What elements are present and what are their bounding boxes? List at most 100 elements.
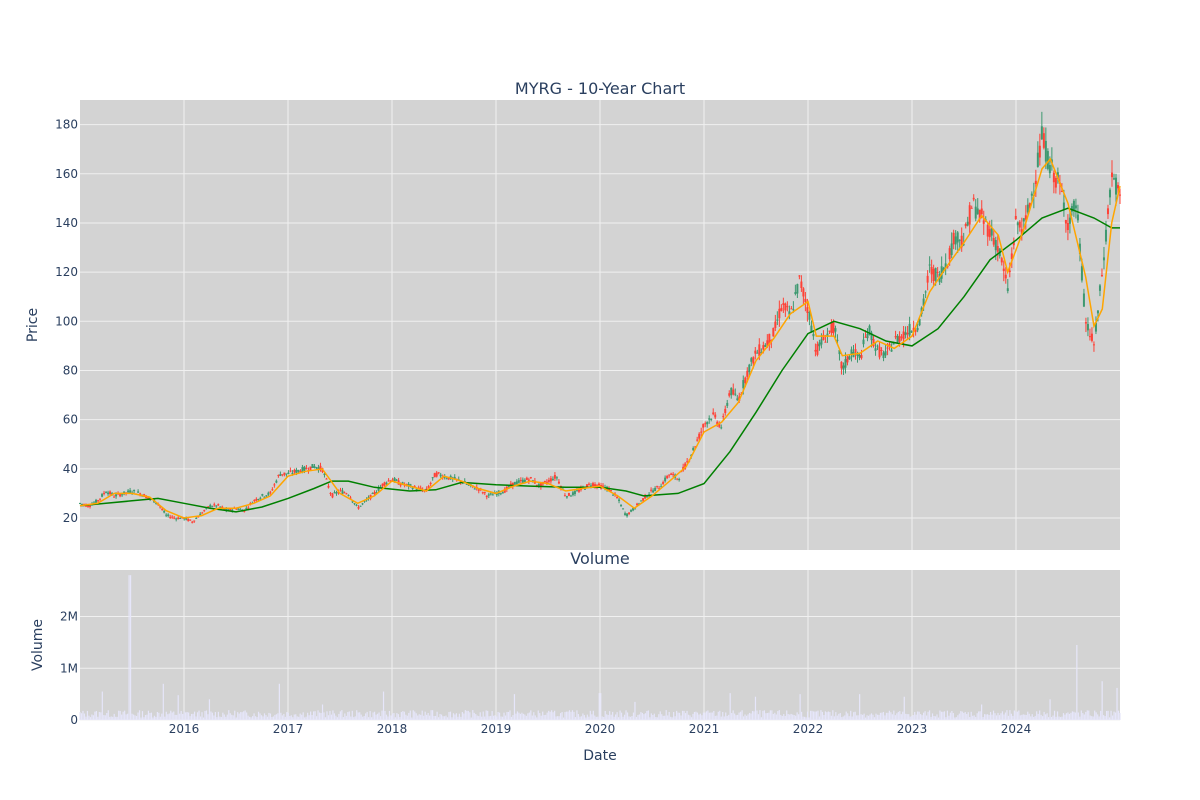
volume-bar [458, 713, 460, 720]
volume-bar [515, 713, 517, 720]
volume-bar [344, 713, 346, 720]
candle-up-body [646, 496, 649, 498]
volume-bar [952, 713, 954, 720]
candle-up-body [467, 484, 470, 486]
volume-bar [616, 712, 618, 720]
volume-bar [744, 714, 746, 720]
volume-bar [115, 716, 117, 720]
volume-bar [443, 716, 446, 720]
volume-bar [467, 710, 469, 720]
volume-bar [244, 710, 246, 720]
candle-up-body [313, 466, 316, 469]
candle-down-body [511, 482, 514, 487]
volume-bar [85, 716, 87, 720]
volume-bar [857, 715, 859, 720]
volume-bar [967, 712, 969, 720]
volume-bar [89, 717, 92, 720]
volume-bar [796, 712, 798, 720]
volume-bar [887, 712, 889, 720]
price-y-tick-label: 80 [63, 363, 78, 377]
volume-bar [141, 711, 144, 720]
volume-bar [138, 710, 141, 720]
volume-bar [931, 713, 934, 720]
candle-down-body [519, 480, 522, 482]
candle-up-body [1046, 151, 1049, 169]
candle-up-body [660, 486, 663, 488]
candle-up-body [133, 490, 136, 492]
volume-y-tick-label: 1M [60, 661, 78, 675]
candle-up-body [1068, 217, 1071, 224]
volume-bar [708, 712, 710, 720]
volume-bar [920, 714, 922, 720]
candle-up-body [513, 482, 516, 485]
candle-up-body [81, 503, 84, 505]
volume-bar [793, 715, 795, 720]
volume-bar [479, 712, 481, 720]
volume-bar [125, 714, 127, 720]
candle-down-body [1028, 203, 1031, 209]
candle-up-body [225, 508, 228, 511]
volume-bar [254, 716, 257, 720]
volume-bar [945, 717, 947, 720]
volume-bar [925, 715, 928, 720]
volume-bar [225, 716, 227, 720]
volume-bar [390, 715, 392, 720]
volume-bar [705, 711, 707, 720]
candle-down-body [389, 480, 392, 482]
volume-bar [228, 710, 230, 720]
volume-bar [262, 716, 264, 720]
candle-up-body [415, 489, 418, 491]
candle-up-body [990, 227, 993, 236]
candle-up-body [910, 331, 913, 333]
volume-bar [710, 712, 712, 720]
candle-down-body [357, 506, 360, 509]
volume-bar [295, 714, 297, 720]
volume-bar [202, 717, 205, 720]
candle-down-body [772, 327, 775, 337]
volume-bar [649, 717, 651, 720]
candle-down-body [830, 322, 833, 333]
volume-bar [574, 717, 577, 720]
candle-down-body [718, 423, 721, 427]
volume-bar [381, 710, 383, 720]
volume-bar [848, 716, 850, 720]
candle-down-body [1034, 180, 1037, 184]
volume-bar [333, 713, 336, 720]
volume-bar [1021, 714, 1023, 720]
volume-bar [1089, 715, 1091, 720]
volume-bar [771, 710, 773, 720]
volume-bar [246, 712, 248, 720]
volume-bar [845, 711, 847, 720]
volume-bar [533, 712, 535, 720]
candle-down-body [676, 478, 679, 480]
candle-up-body [199, 513, 202, 516]
volume-bar [500, 716, 502, 720]
volume-bar [131, 713, 133, 720]
volume-bar [594, 715, 596, 720]
volume-bar [548, 710, 550, 720]
volume-bar [199, 716, 202, 720]
candle-down-body [900, 336, 903, 338]
volume-bar [101, 691, 103, 720]
volume-bar [217, 711, 219, 720]
volume-x-ticks: 2016 2017 2018 2019 2020 2021 2022 2023 2024 [169, 722, 1032, 736]
volume-bar [915, 714, 917, 720]
volume-bar [670, 716, 672, 720]
volume-bar [757, 714, 760, 720]
candle-down-body [213, 504, 216, 506]
candle-up-body [640, 500, 643, 502]
volume-bar [992, 710, 995, 720]
volume-bar [556, 716, 559, 720]
volume-bar [838, 713, 840, 720]
candle-down-body [912, 327, 915, 332]
candle-up-body [720, 427, 723, 429]
candle-down-body [822, 334, 825, 340]
candle-down-body [159, 506, 162, 508]
candle-up-body [315, 467, 318, 469]
volume-bar [257, 711, 260, 720]
volume-bar [668, 711, 670, 720]
volume-bar [1098, 716, 1100, 720]
candle-up-body [976, 208, 979, 215]
candle-down-body [405, 483, 408, 485]
volume-bar [311, 715, 313, 720]
